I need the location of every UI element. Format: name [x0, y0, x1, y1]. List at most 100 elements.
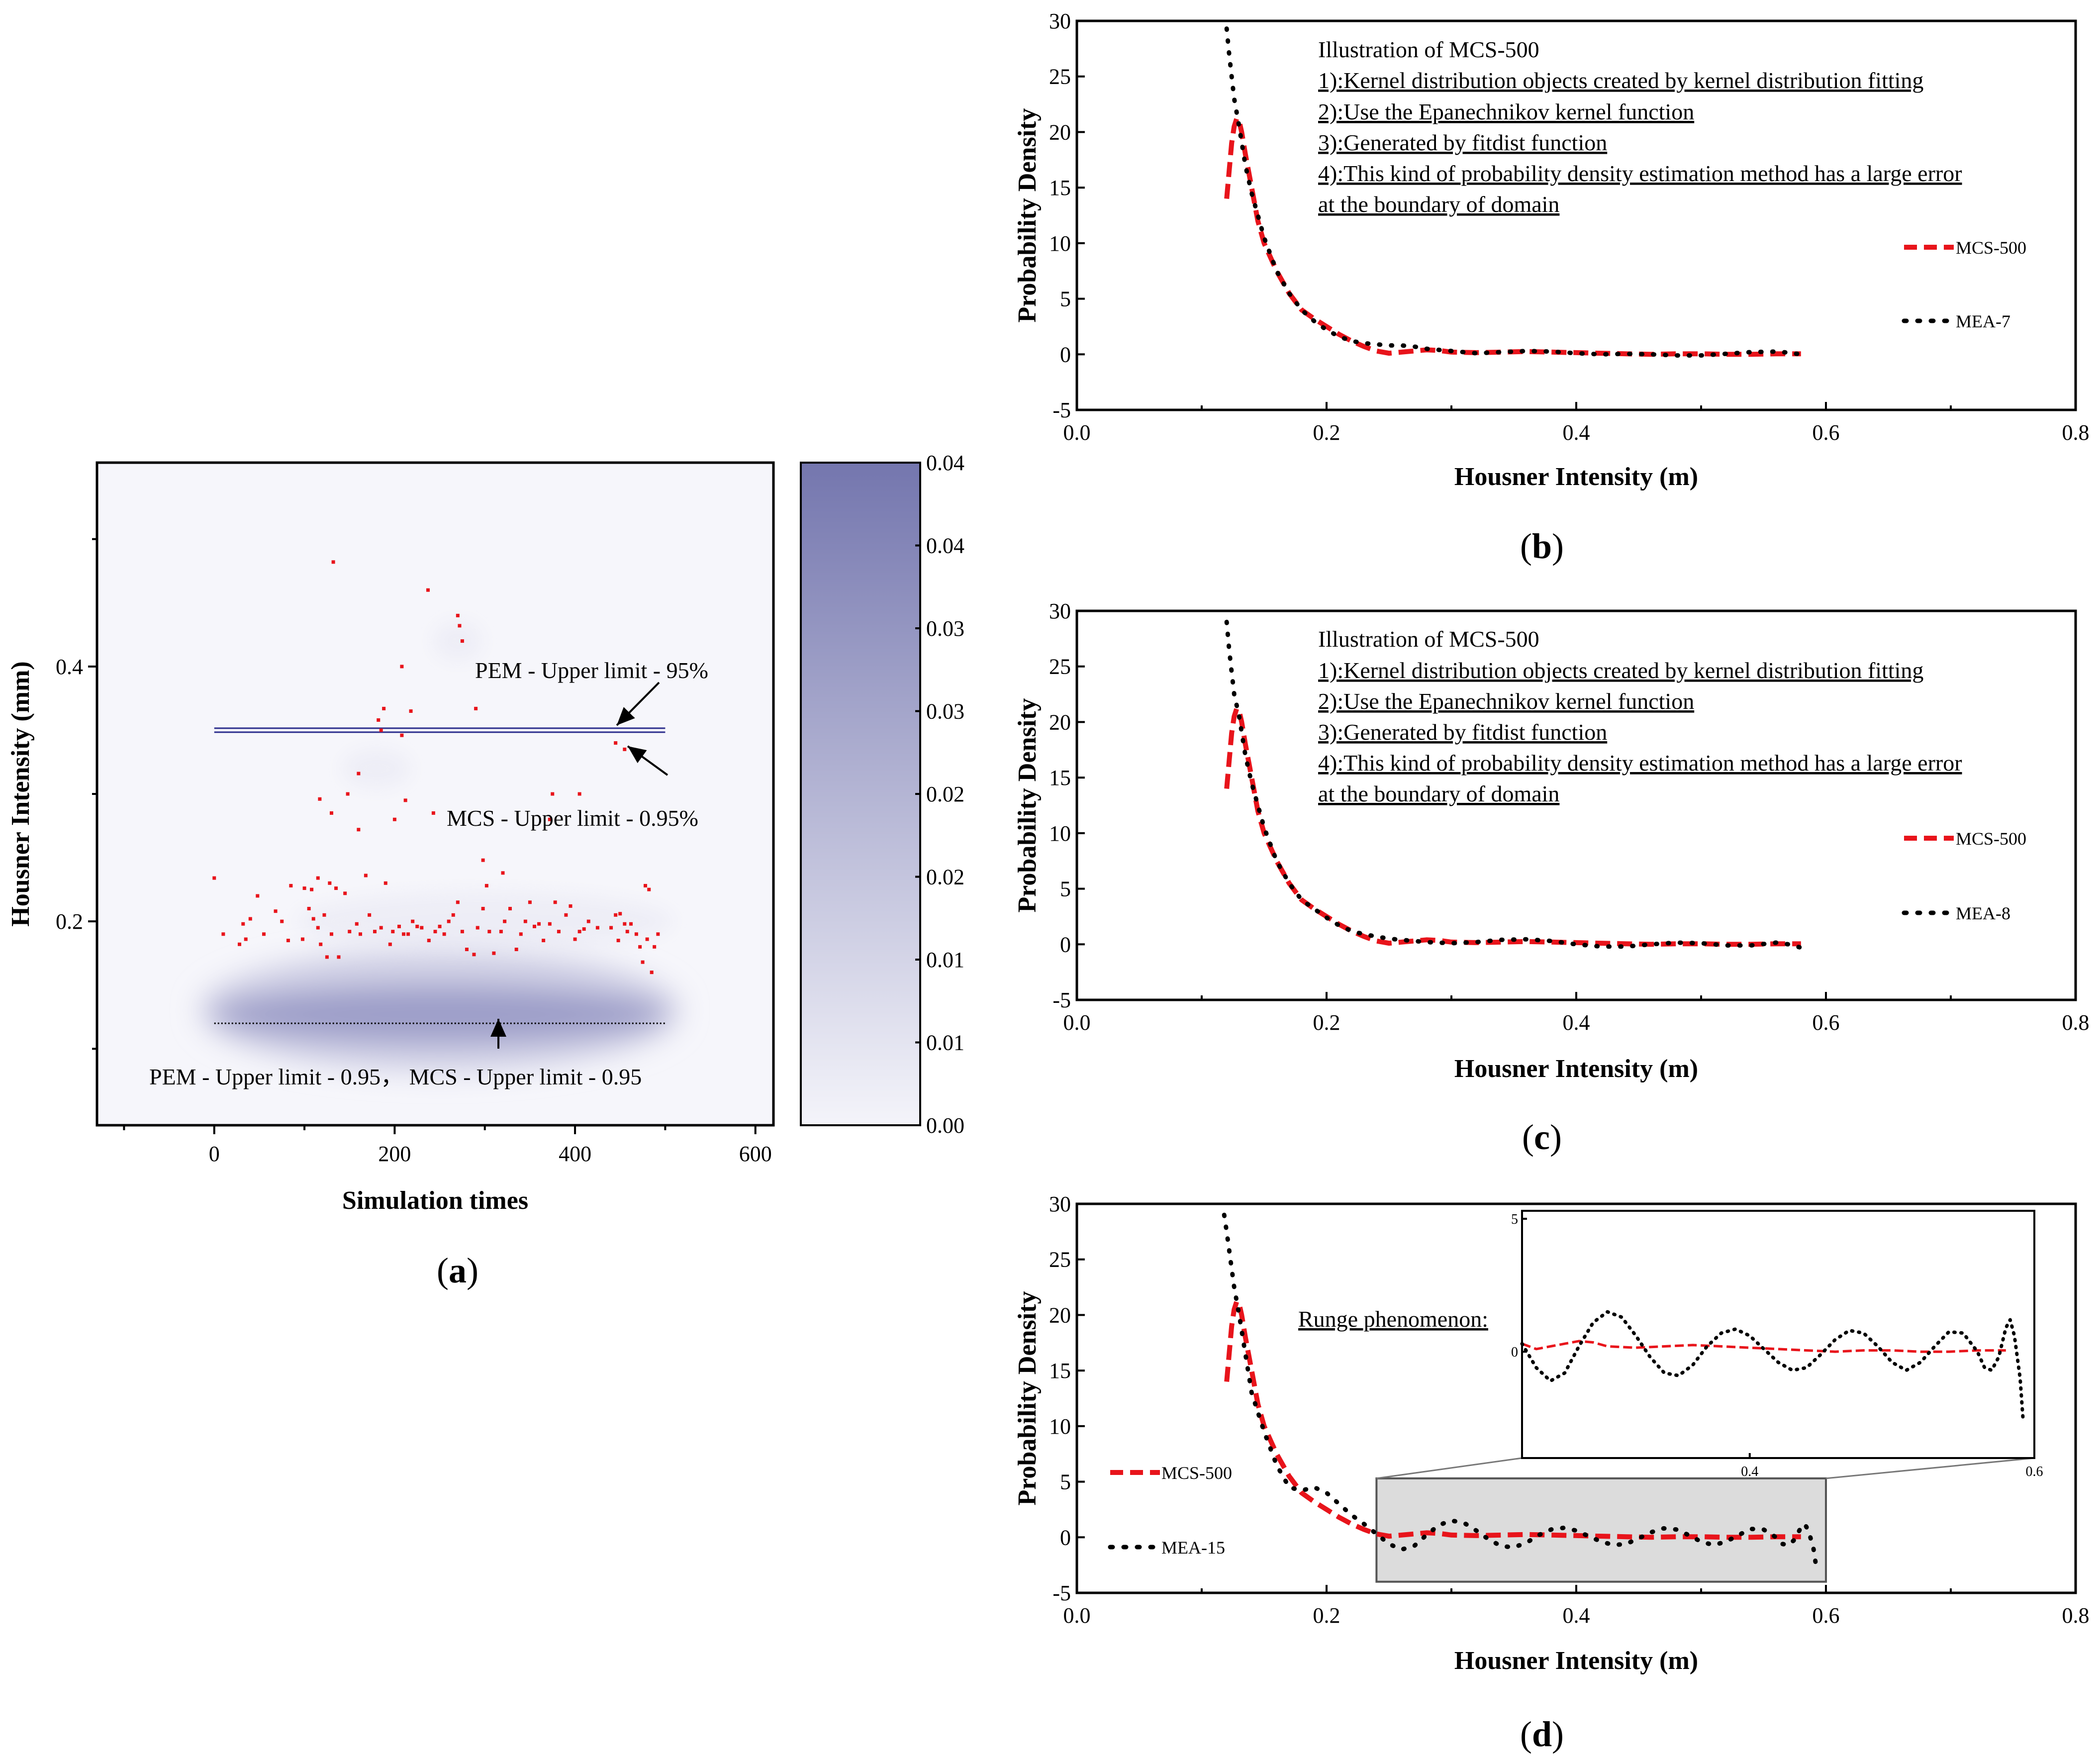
- sample-point: [311, 917, 315, 921]
- annotation-arrow: [616, 682, 660, 726]
- series-line-mcs-500: [1224, 116, 1801, 357]
- x-tick-label: 0.0: [1063, 420, 1091, 445]
- panel-b-annotation: Illustration of MCS-500 1):Kernel distri…: [1318, 37, 1962, 217]
- sample-point: [647, 887, 651, 891]
- panel-d-y-ticks: -5 0 5 10 15 20 25 30: [1049, 1192, 1085, 1605]
- panel-c-annotation: Illustration of MCS-500 1):Kernel distri…: [1318, 626, 1962, 806]
- sample-point: [528, 900, 532, 904]
- inset-series: [1520, 1310, 2025, 1420]
- sample-point: [645, 937, 649, 941]
- y-tick-label: 30: [1049, 1192, 1071, 1216]
- annotation-pem-upper-95pct: PEM - Upper limit - 95%: [475, 658, 708, 683]
- sample-point: [355, 922, 359, 926]
- panel-a-y-axis-label: Housner Intensity (mm): [6, 661, 35, 926]
- sample-point: [310, 887, 314, 891]
- sample-point: [409, 709, 413, 713]
- sample-point: [447, 919, 451, 923]
- y-tick-label: 0: [1060, 342, 1071, 367]
- colorbar-tick-label: 0.04: [926, 534, 964, 558]
- sample-point: [411, 919, 415, 923]
- sample-point: [641, 960, 645, 964]
- sample-point: [629, 922, 633, 926]
- panel-d-series: [1222, 1212, 1818, 1567]
- panel-c-x-ticks: 0.0 0.2 0.4 0.6 0.8: [1063, 992, 2090, 1035]
- sample-point: [564, 913, 568, 917]
- x-tick-label: 600: [739, 1142, 772, 1166]
- density-blob: [342, 748, 412, 788]
- sample-point: [402, 932, 406, 936]
- sample-point: [618, 912, 622, 916]
- sample-point: [582, 927, 586, 931]
- y-tick-label: 5: [1060, 877, 1071, 901]
- sample-point: [331, 560, 335, 564]
- sample-point: [420, 926, 424, 930]
- colorbar-tick-label: 0.03: [926, 616, 964, 641]
- y-tick-label: 25: [1049, 655, 1071, 679]
- sample-point: [343, 891, 347, 895]
- y-tick-label: 0.4: [56, 655, 83, 679]
- y-tick-label: 10: [1049, 821, 1071, 846]
- x-tick-label: 0.6: [1813, 420, 1840, 445]
- panel-b-x-axis-label: Housner Intensity (m): [1454, 463, 1698, 491]
- sample-point: [406, 932, 410, 936]
- sample-point: [328, 881, 332, 885]
- sample-point: [514, 948, 518, 952]
- illustration-item-4: 4):This kind of probability density esti…: [1318, 161, 1962, 186]
- legend-label-mea-8: MEA-8: [1956, 903, 2010, 923]
- illustration-item-3: 3):Generated by fitdist function: [1318, 719, 1607, 745]
- illustration-item-4-cont: at the boundary of domain: [1318, 192, 1559, 217]
- series-line-mea-7: [1224, 26, 1804, 358]
- x-tick-label: 200: [378, 1142, 411, 1166]
- sample-point: [329, 932, 333, 936]
- legend-label-mea-7: MEA-7: [1956, 311, 2010, 331]
- inset-x-tick-label: 0.6: [2026, 1464, 2043, 1479]
- sample-point: [325, 955, 329, 959]
- illustration-title: Illustration of MCS-500: [1318, 37, 1539, 62]
- illustration-item-4-cont: at the boundary of domain: [1318, 781, 1559, 806]
- panel-c-letter: c: [1534, 1117, 1550, 1157]
- y-tick-label: 20: [1049, 120, 1071, 144]
- panel-c-x-axis-label: Housner Intensity (m): [1454, 1055, 1698, 1083]
- sample-point: [262, 932, 266, 936]
- sample-point: [442, 932, 446, 936]
- panel-c-y-axis-label: Probability Density: [1013, 698, 1042, 913]
- series-line-mea-15: [1222, 1212, 1818, 1567]
- panel-d-x-axis-label: Housner Intensity (m): [1454, 1647, 1698, 1675]
- sample-point: [586, 919, 590, 923]
- density-blob: [295, 891, 674, 952]
- y-tick-label: 10: [1049, 231, 1071, 256]
- sample-point: [551, 792, 555, 796]
- sample-point: [286, 939, 290, 943]
- illustration-title: Illustration of MCS-500: [1318, 626, 1539, 652]
- annotation-mcs-upper-95pct: MCS - Upper limit - 0.95%: [447, 805, 698, 831]
- sample-point: [609, 926, 613, 930]
- sample-point: [484, 883, 488, 887]
- colorbar-tick-label: 0.03: [926, 699, 964, 724]
- annotation-arrow: [627, 745, 668, 776]
- x-tick-label: 0.2: [1313, 420, 1340, 445]
- panel-a: 0 200 400 600 0.2 0.4 PEM - Upper limit - 95…: [6, 451, 964, 1290]
- limit-lines: [214, 727, 666, 1024]
- legend-label-mea-15: MEA-15: [1161, 1538, 1225, 1558]
- sample-point: [348, 930, 352, 934]
- panel-d-y-axis-label: Probability Density: [1013, 1291, 1042, 1506]
- sample-point: [357, 772, 361, 776]
- sample-point: [319, 942, 323, 946]
- sample-point: [244, 937, 248, 941]
- sample-point: [329, 811, 333, 815]
- sample-point: [316, 926, 320, 930]
- y-tick-label: 30: [1049, 9, 1071, 33]
- colorbar-tick-label: 0.02: [926, 782, 964, 806]
- sample-point: [616, 939, 620, 943]
- x-tick-label: 400: [559, 1142, 591, 1166]
- panel-c-y-ticks: -5 0 5 10 15 20 25 30: [1049, 599, 1085, 1012]
- sample-point: [492, 951, 496, 955]
- sample-point: [577, 792, 581, 796]
- x-tick-label: 0.4: [1563, 1603, 1590, 1628]
- sample-point: [465, 948, 469, 952]
- sample-point: [614, 741, 618, 745]
- x-tick-label: 0.0: [1063, 1010, 1091, 1035]
- sample-points: [212, 560, 660, 975]
- x-tick-label: 0.8: [2062, 420, 2090, 445]
- x-tick-label: 0.0: [1063, 1603, 1091, 1628]
